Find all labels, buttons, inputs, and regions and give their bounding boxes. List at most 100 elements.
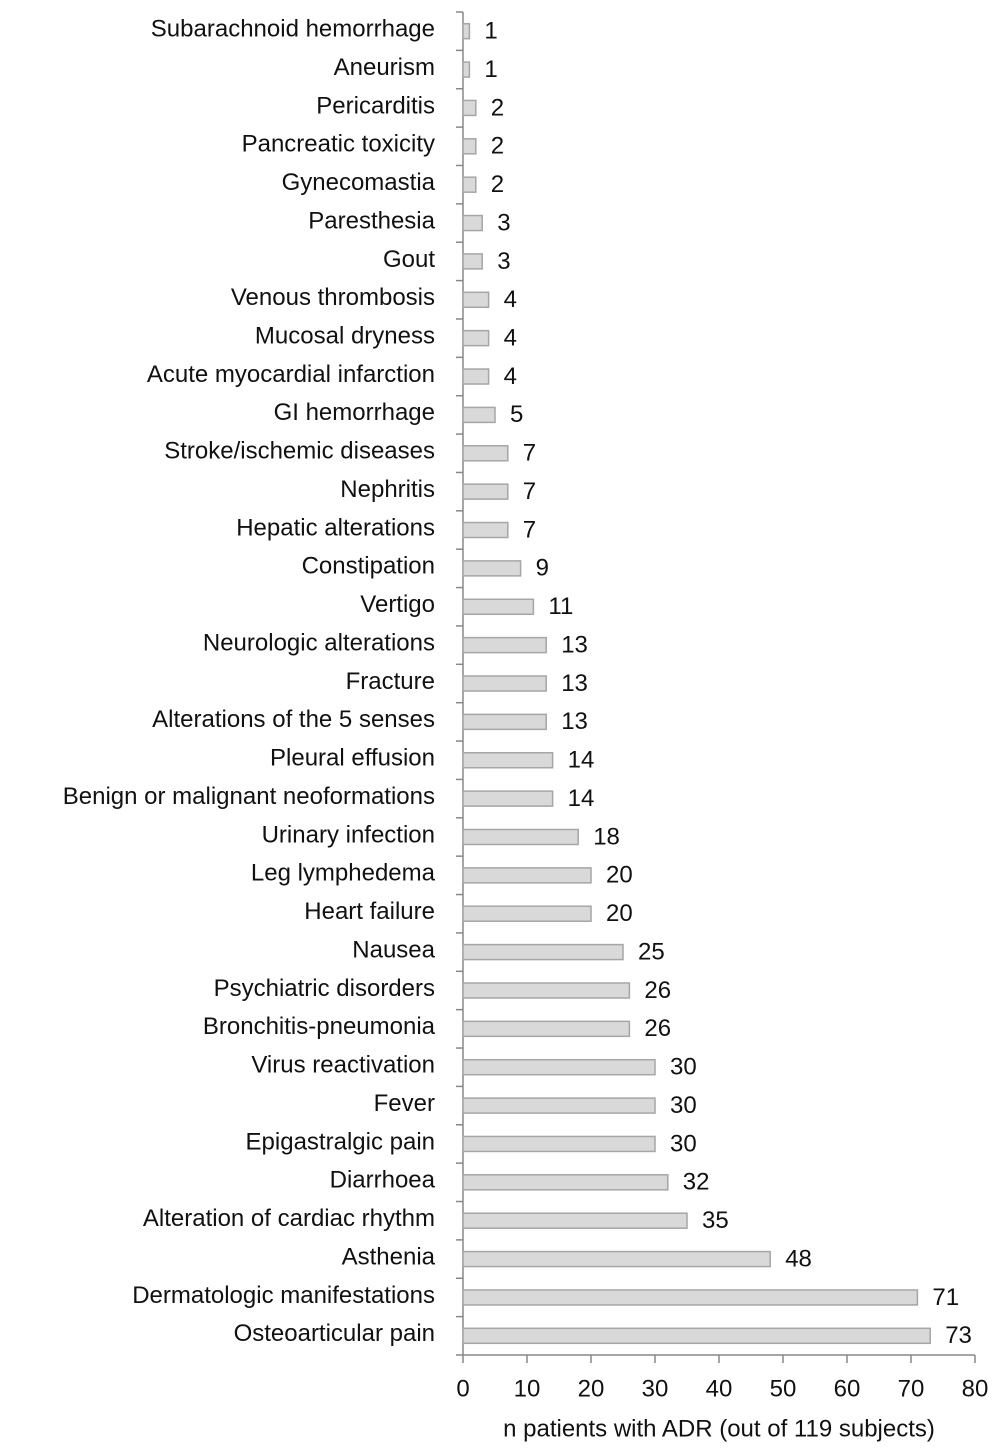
x-tick-label: 0 [456,1375,469,1402]
bar [462,1058,656,1076]
data-label: 26 [644,977,671,1004]
data-label: 14 [568,747,595,774]
x-tick-label: 10 [514,1375,541,1402]
data-label: 1 [484,56,497,83]
data-label: 13 [561,670,588,697]
bar [462,828,579,846]
y-tick-label: Alteration of cardiac rhythm [143,1205,435,1232]
y-tick-label: Dermatologic manifestations [132,1282,435,1309]
y-tick-label: Acute myocardial infarction [147,361,435,388]
bar [462,176,477,193]
y-tick-label: Heart failure [304,898,435,925]
x-tick-label: 80 [962,1375,989,1402]
y-tick-label: Fracture [346,668,435,695]
data-label: 30 [670,1130,697,1157]
x-tick-label: 30 [642,1375,669,1402]
data-label: 2 [491,171,504,198]
data-label: 14 [568,785,595,812]
y-tick-label: GI hemorrhage [274,399,435,426]
bar [462,1327,931,1345]
y-tick-label: Leg lymphedema [251,860,436,887]
y-tick-label: Nephritis [340,476,435,503]
data-label: 11 [548,593,573,620]
bar [462,943,624,961]
data-label: 73 [945,1322,972,1349]
y-tick-label: Epigastralgic pain [246,1128,435,1155]
data-label: 4 [504,286,517,313]
data-label: 7 [523,478,536,505]
bar [462,598,535,616]
y-tick-label: Gout [383,246,435,273]
y-tick-label: Mucosal dryness [255,323,435,350]
bar [462,636,547,654]
data-label: 3 [497,248,510,275]
data-label: 35 [702,1207,729,1234]
bar [462,368,490,385]
x-tick-label: 20 [578,1375,605,1402]
y-tick-label: Benign or malignant neoformations [63,783,435,810]
data-label: 7 [523,516,536,543]
y-tick-label: Neurologic alterations [203,629,435,656]
x-tick-label: 70 [898,1375,925,1402]
x-tick-label: 40 [706,1375,733,1402]
y-tick-label: Virus reactivation [251,1052,435,1079]
data-label: 30 [670,1092,697,1119]
data-label: 13 [561,708,588,735]
x-tick-label: 50 [770,1375,797,1402]
data-label: 4 [504,325,517,352]
bar [462,1020,631,1038]
bar [462,406,496,424]
x-tick-label: 60 [834,1375,861,1402]
y-tick-label: Bronchitis-pneumonia [203,1013,436,1040]
bar [462,1097,656,1114]
y-tick-label: Pancreatic toxicity [242,131,435,158]
y-tick-label: Osteoarticular pain [234,1320,435,1347]
y-tick-label: Alterations of the 5 senses [152,706,435,733]
data-label: 9 [536,555,549,582]
data-label: 30 [670,1054,697,1081]
bar [462,521,509,539]
data-label: 7 [523,440,536,467]
x-axis-label: n patients with ADR (out of 119 subjects… [503,1415,935,1442]
data-label: 25 [638,938,665,965]
bar [462,867,592,884]
y-tick-label: Stroke/ischemic diseases [164,438,435,465]
data-label: 26 [644,1015,671,1042]
bar [462,560,522,577]
bar [462,982,631,999]
y-tick-label: Psychiatric disorders [214,975,435,1002]
bar [462,329,490,347]
bar [462,1174,669,1191]
bar [462,675,547,692]
bar [462,1250,771,1268]
bar [462,138,477,155]
bar [462,790,554,807]
data-label: 71 [932,1284,959,1311]
y-tick-label: Venous thrombosis [231,284,435,311]
y-tick-label: Pleural effusion [270,745,435,772]
y-tick-label: Hepatic alterations [236,514,435,541]
bar [462,99,477,117]
bar [462,751,554,769]
bar [462,1212,688,1229]
y-tick-label: Nausea [352,936,435,963]
y-tick-label: Constipation [302,553,435,580]
bar [462,713,547,731]
y-tick-label: Aneurism [334,54,435,81]
bar [462,1135,656,1153]
y-tick-label: Pericarditis [316,92,435,119]
data-label: 4 [504,363,517,390]
data-label: 2 [491,94,504,121]
data-label: 18 [593,823,620,850]
data-label: 13 [561,631,588,658]
bar [462,291,490,309]
data-label: 32 [683,1169,710,1196]
bar [462,253,483,270]
bar [462,905,592,922]
y-tick-label: Urinary infection [262,821,435,848]
data-label: 20 [606,900,633,927]
bar [462,214,483,232]
y-tick-label: Diarrhoea [330,1167,436,1194]
bar [462,61,471,78]
